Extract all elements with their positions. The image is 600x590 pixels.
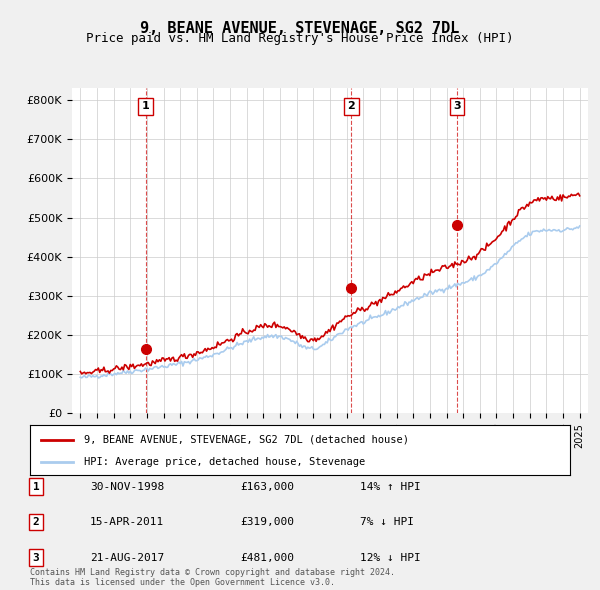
Text: 1: 1 [32,482,40,491]
Text: £481,000: £481,000 [240,553,294,562]
Text: 15-APR-2011: 15-APR-2011 [90,517,164,527]
Text: 30-NOV-1998: 30-NOV-1998 [90,482,164,491]
Text: 2: 2 [32,517,40,527]
Text: 7% ↓ HPI: 7% ↓ HPI [360,517,414,527]
Text: 21-AUG-2017: 21-AUG-2017 [90,553,164,562]
Text: 3: 3 [32,553,40,562]
Text: 2: 2 [347,101,355,112]
Text: 3: 3 [454,101,461,112]
Text: 9, BEANE AVENUE, STEVENAGE, SG2 7DL: 9, BEANE AVENUE, STEVENAGE, SG2 7DL [140,21,460,35]
Text: HPI: Average price, detached house, Stevenage: HPI: Average price, detached house, Stev… [84,457,365,467]
Text: Contains HM Land Registry data © Crown copyright and database right 2024.
This d: Contains HM Land Registry data © Crown c… [30,568,395,587]
Text: £319,000: £319,000 [240,517,294,527]
Text: 12% ↓ HPI: 12% ↓ HPI [360,553,421,562]
Text: Price paid vs. HM Land Registry's House Price Index (HPI): Price paid vs. HM Land Registry's House … [86,32,514,45]
Text: £163,000: £163,000 [240,482,294,491]
Text: 14% ↑ HPI: 14% ↑ HPI [360,482,421,491]
Text: 1: 1 [142,101,149,112]
Text: 9, BEANE AVENUE, STEVENAGE, SG2 7DL (detached house): 9, BEANE AVENUE, STEVENAGE, SG2 7DL (det… [84,435,409,445]
